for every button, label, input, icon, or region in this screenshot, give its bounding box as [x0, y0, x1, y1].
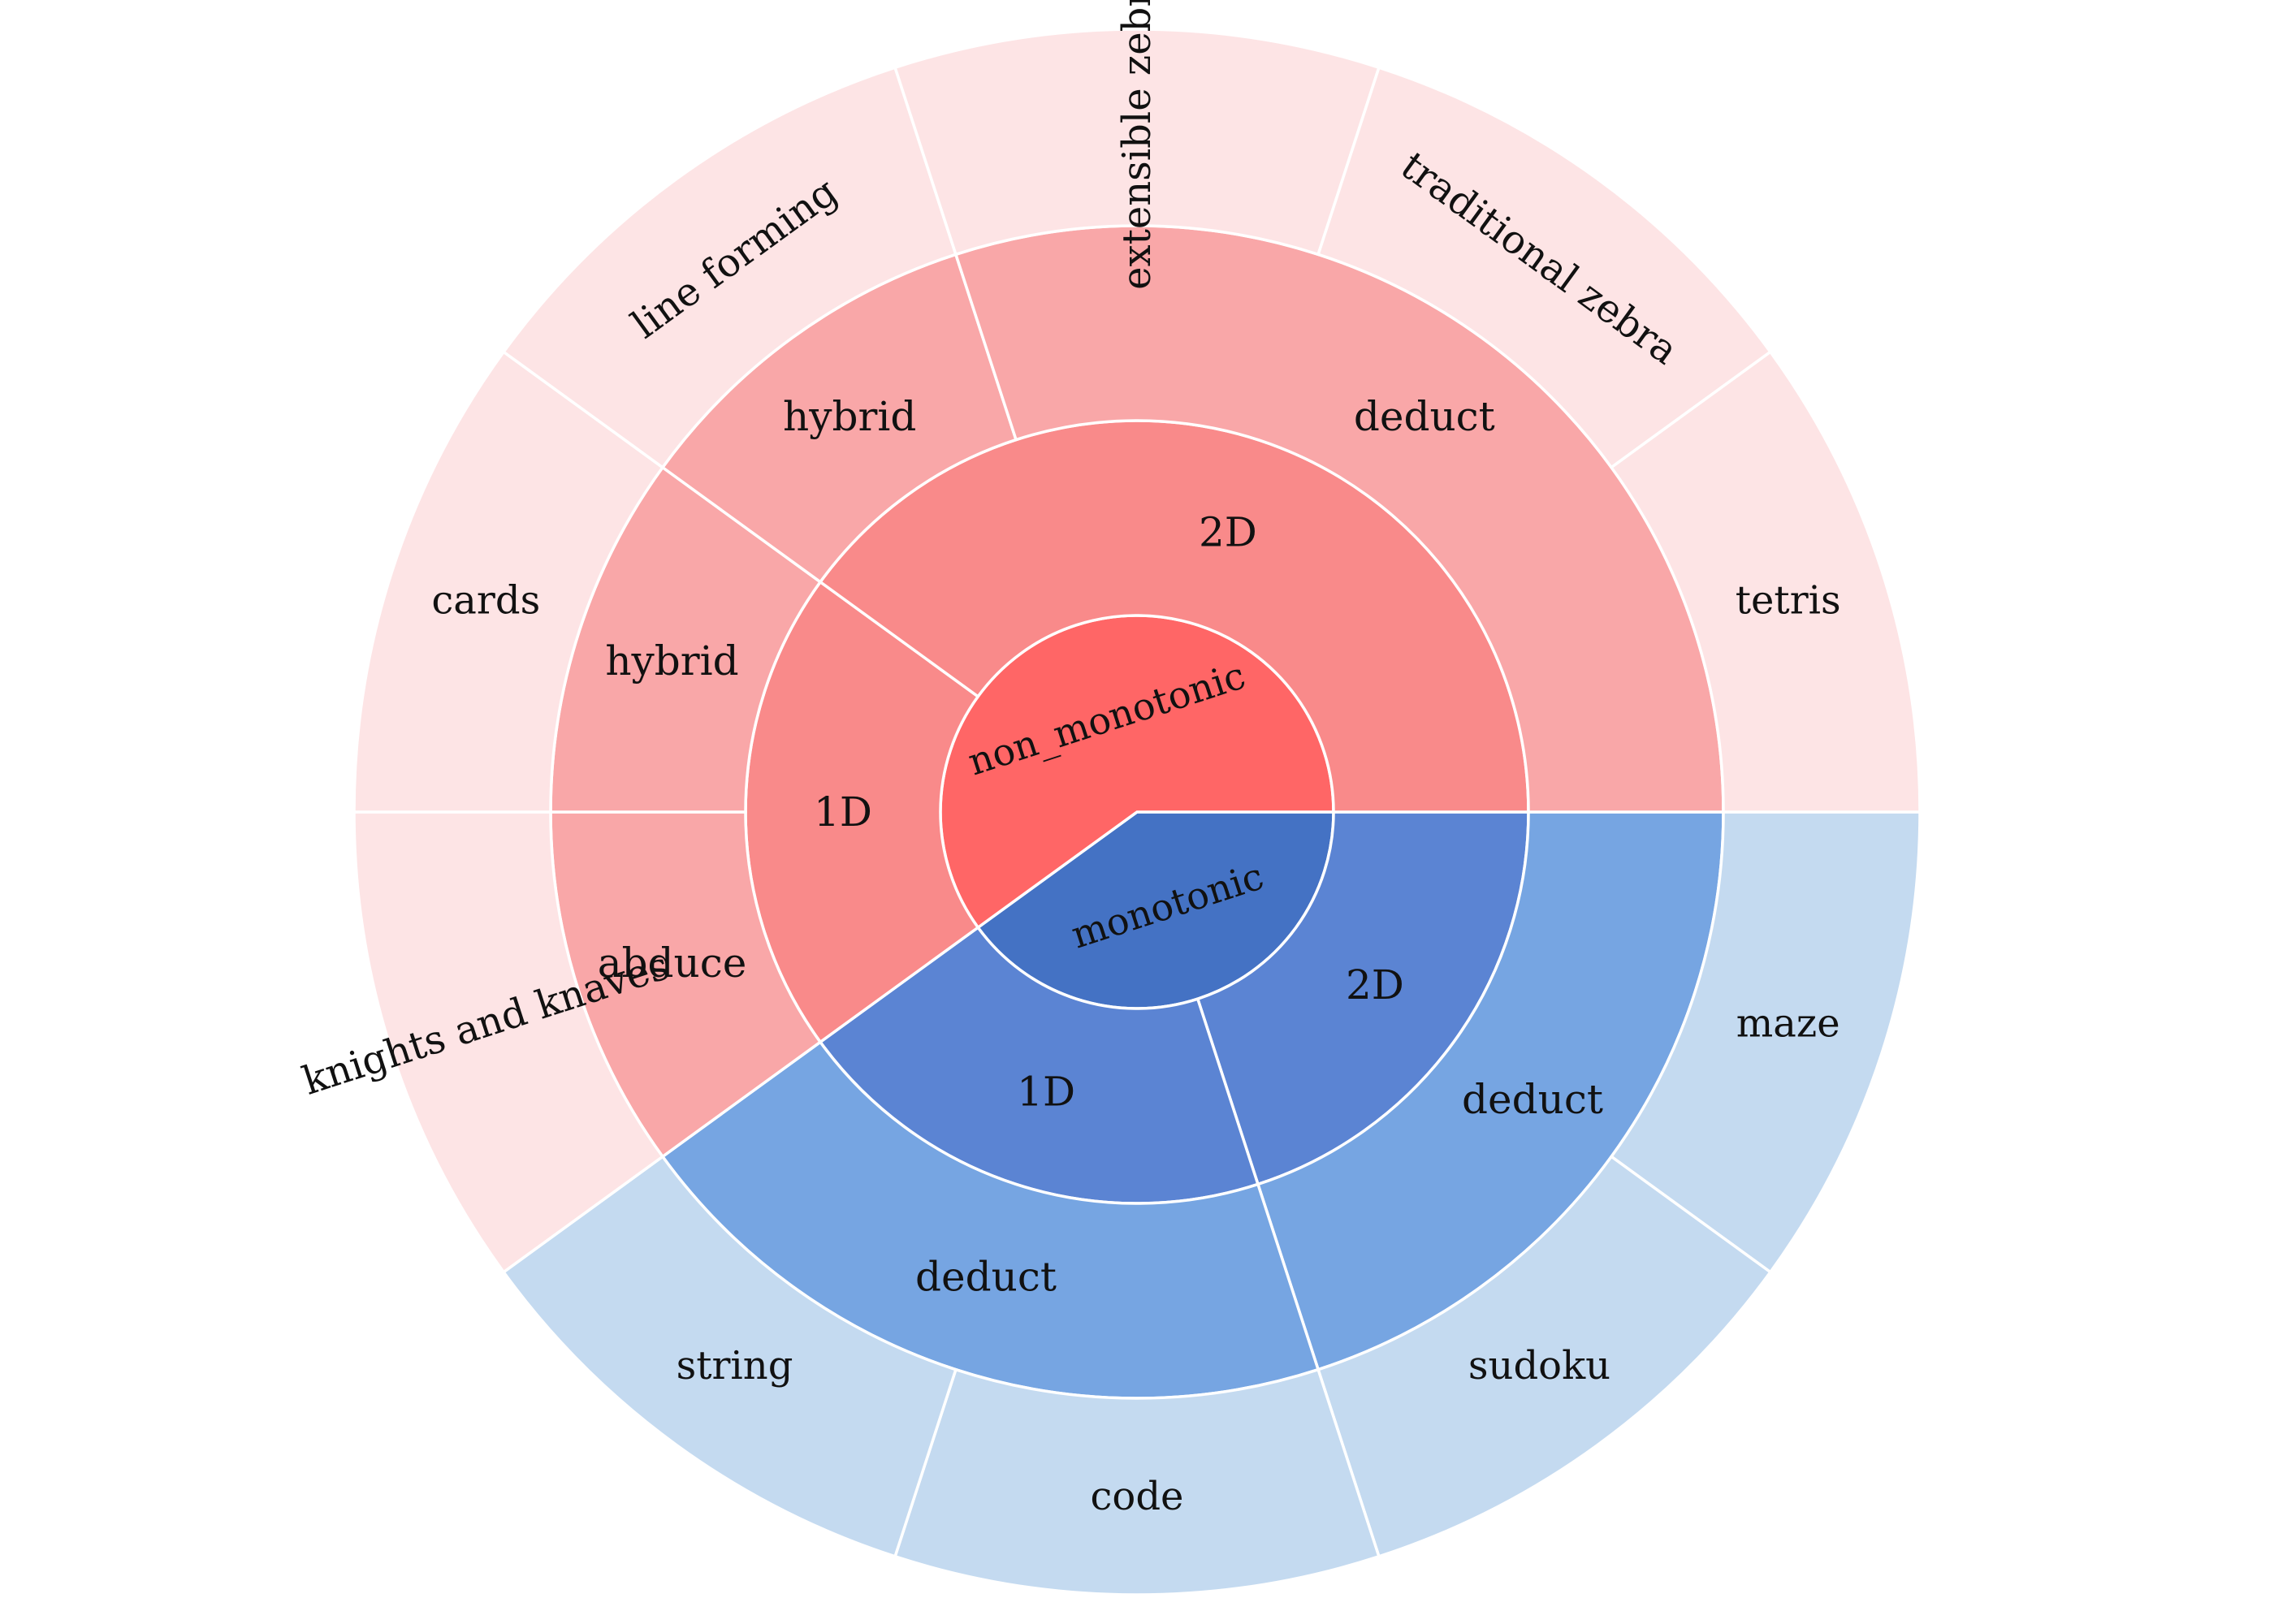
label-non-monotonic-1d-hybrid-cards: cards: [431, 578, 540, 624]
segment-non-monotonic-2d-deduct-tetris: [1609, 349, 1922, 814]
label-non-monotonic-1d-hybrid: hybrid: [605, 637, 738, 685]
label-non-monotonic-2d-hybrid: hybrid: [783, 393, 916, 440]
label-non-monotonic-1d-abduce: abduce: [598, 939, 747, 987]
label-monotonic-1d-deduct: deduct: [915, 1254, 1057, 1301]
label-non-monotonic-1d: 1D: [814, 788, 872, 836]
sunburst-segments: [352, 28, 1922, 1596]
label-monotonic-2d-deduct-sudoku: sudoku: [1468, 1343, 1610, 1389]
label-monotonic-1d-deduct-string: string: [677, 1343, 793, 1389]
label-monotonic-2d-deduct-maze: maze: [1736, 1001, 1840, 1047]
label-monotonic-2d-deduct: deduct: [1462, 1076, 1603, 1123]
label-monotonic-1d-deduct-code: code: [1091, 1474, 1184, 1519]
label-monotonic-1d: 1D: [1017, 1068, 1075, 1115]
label-non-monotonic-2d-deduct-tetris: tetris: [1736, 578, 1841, 624]
label-monotonic-2d: 2D: [1346, 961, 1404, 1009]
label-non-monotonic-2d-deduct-extensible-zebra: extensible zebra: [1114, 0, 1160, 290]
label-non-monotonic-2d: 2D: [1199, 509, 1257, 556]
label-non-monotonic-2d-deduct: deduct: [1354, 393, 1495, 440]
